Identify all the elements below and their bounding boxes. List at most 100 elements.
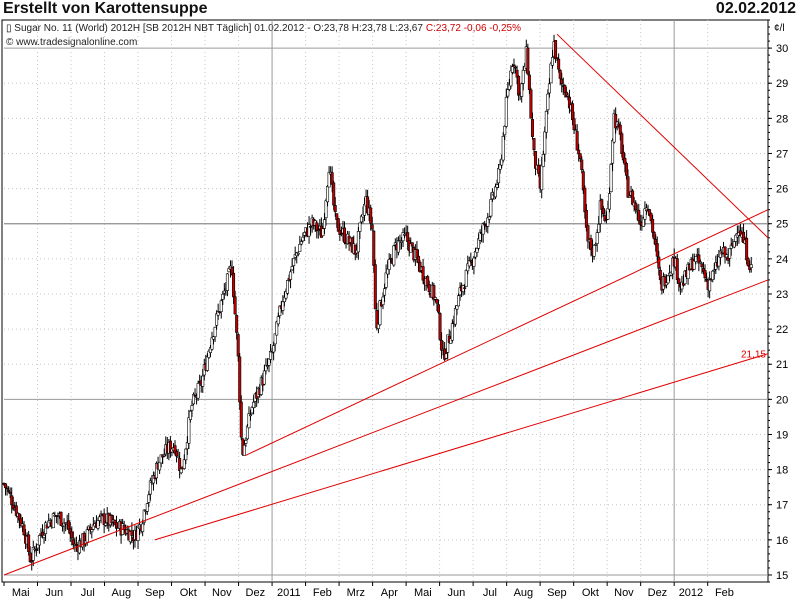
candle-body xyxy=(700,263,704,268)
candle-body xyxy=(289,271,293,280)
candle-body xyxy=(554,40,558,60)
candle-body xyxy=(70,531,74,539)
candle-body xyxy=(655,243,659,257)
candle-body xyxy=(309,226,313,228)
trendline-channel-upper xyxy=(245,209,769,457)
y-tick-label: 22 xyxy=(776,324,788,336)
trendline-label: 21,15 xyxy=(741,350,766,361)
x-tick-label: Sep xyxy=(145,587,165,599)
candle-body xyxy=(205,356,209,371)
y-tick-label: 30 xyxy=(776,43,788,55)
candle-body xyxy=(563,85,567,93)
candle-body xyxy=(269,350,273,360)
candle-body xyxy=(692,260,696,270)
candle-body xyxy=(592,244,596,257)
candle-body xyxy=(213,326,217,337)
candle-body xyxy=(187,417,191,444)
candle-body xyxy=(22,524,26,536)
candle-body xyxy=(469,260,473,262)
candle-body xyxy=(657,256,661,269)
candle-body xyxy=(262,370,266,385)
candle-body xyxy=(475,248,479,253)
x-tick-label: Nov xyxy=(614,587,634,599)
candle-body xyxy=(85,529,89,543)
candle-body xyxy=(581,171,585,191)
candle-body xyxy=(498,164,502,170)
candle-body xyxy=(332,182,336,206)
candle-body xyxy=(196,383,200,399)
candle-body xyxy=(547,83,551,94)
candle-body xyxy=(620,133,624,154)
candle-body xyxy=(606,208,610,220)
candle-body xyxy=(601,208,605,214)
candle-body xyxy=(558,69,562,79)
candle-body xyxy=(98,516,102,521)
candle-body xyxy=(677,278,681,284)
candle-body xyxy=(401,232,405,242)
candle-body xyxy=(595,232,599,244)
instrument-ohlc: - O:23,78 H:23,78 L:23,67 xyxy=(307,23,423,34)
candle-body xyxy=(514,66,518,69)
candle-body xyxy=(221,293,225,300)
candle-body xyxy=(369,207,373,224)
candle-body xyxy=(296,252,300,255)
candle-body xyxy=(142,509,146,523)
candle-body xyxy=(292,258,296,267)
candle-body xyxy=(335,213,339,220)
candle-body xyxy=(179,468,183,474)
candle-body xyxy=(249,414,253,417)
candle-body xyxy=(529,89,533,119)
x-tick-label: Mai xyxy=(12,587,30,599)
candle-body xyxy=(487,216,491,220)
candle-body xyxy=(577,149,581,155)
trendline-downtrend xyxy=(556,33,769,239)
candle-body xyxy=(265,365,269,367)
x-tick-label: Jul xyxy=(483,587,497,599)
candle-body xyxy=(527,74,531,90)
candle-body xyxy=(130,530,134,536)
candle-body xyxy=(515,69,519,78)
candle-body xyxy=(467,260,471,267)
candle-body xyxy=(168,440,172,453)
candle-body xyxy=(336,218,340,232)
x-tick-label: Nov xyxy=(212,587,232,599)
candle-body xyxy=(74,544,78,546)
candle-body xyxy=(158,461,162,471)
candle-body xyxy=(637,209,641,222)
candle-body xyxy=(358,222,362,232)
candle-body xyxy=(148,480,152,495)
candle-body xyxy=(272,345,276,353)
candle-body xyxy=(526,47,530,75)
candle-body xyxy=(27,534,31,553)
candle-body xyxy=(432,285,436,301)
candle-body xyxy=(597,223,601,233)
candle-body xyxy=(698,261,702,264)
candle-body xyxy=(578,153,582,160)
x-tick-label: Jul xyxy=(81,587,95,599)
candle-body xyxy=(244,440,248,444)
candle-body xyxy=(176,456,180,458)
x-tick-label: Dez xyxy=(648,587,668,599)
candlestick-series xyxy=(2,34,753,571)
candle-body xyxy=(326,186,330,203)
x-tick-label: Okt xyxy=(582,587,599,599)
candle-body xyxy=(544,111,548,133)
page-title: Erstellt von Karottensuppe xyxy=(3,0,208,17)
trendline-uptrend-shallow xyxy=(154,353,769,541)
candle-body xyxy=(225,273,229,291)
y-tick-label: 19 xyxy=(776,429,788,441)
y-tick-label: 23 xyxy=(776,289,788,301)
candle-body xyxy=(560,78,564,85)
candle-body xyxy=(609,164,613,193)
candle-body xyxy=(299,241,303,245)
candle-body xyxy=(433,297,437,300)
candle-body xyxy=(96,520,100,529)
candle-body xyxy=(155,462,159,479)
candle-body xyxy=(427,284,431,293)
source-credit: © www.tradesignalonline.com xyxy=(6,37,137,48)
candle-body xyxy=(245,425,249,440)
x-tick-label: Apr xyxy=(381,587,398,599)
candle-body xyxy=(370,224,374,230)
candle-body xyxy=(88,526,92,531)
